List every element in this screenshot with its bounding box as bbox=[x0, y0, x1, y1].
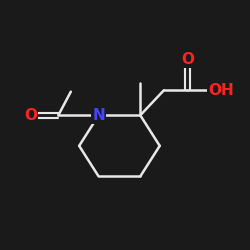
Text: O: O bbox=[181, 52, 194, 67]
Text: O: O bbox=[24, 108, 37, 123]
Text: N: N bbox=[92, 108, 105, 123]
Text: OH: OH bbox=[208, 83, 234, 98]
